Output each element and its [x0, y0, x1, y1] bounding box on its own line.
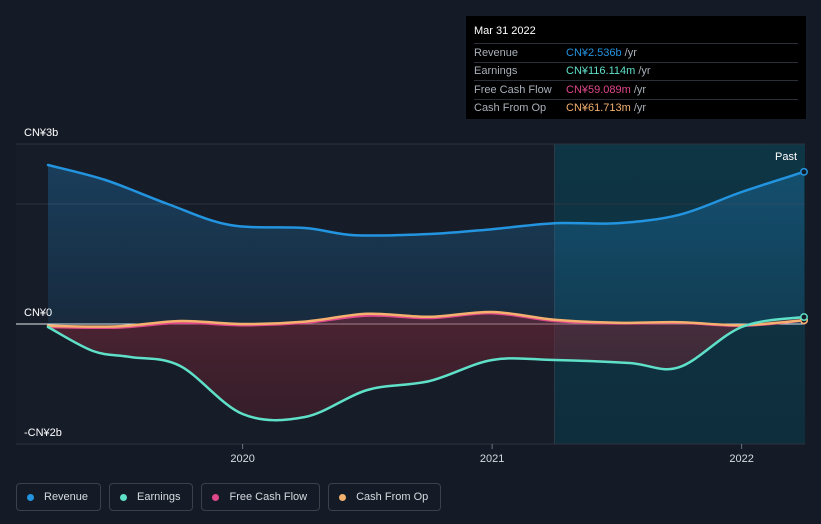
series-lines: [46, 163, 805, 422]
tooltip-value: CN¥116.114m: [566, 65, 636, 78]
legend-item-earnings[interactable]: Earnings: [109, 483, 194, 511]
y-tick-label: CN¥3b: [24, 127, 58, 139]
tooltip-value: CN¥2.536b: [566, 46, 622, 59]
tooltip-row: Revenue CN¥2.536b/yr: [474, 43, 798, 62]
tooltip-row: Earnings CN¥116.114m/yr: [474, 61, 798, 81]
legend-dot-icon: [339, 493, 347, 501]
tooltip-label: Free Cash Flow: [474, 83, 552, 96]
tooltip-value: CN¥61.713m: [566, 102, 631, 115]
tooltip-rows: Revenue CN¥2.536b/yr Earnings CN¥116.114m/y…: [474, 43, 798, 117]
revenue-endpoint: [800, 167, 808, 176]
y-tick-label: CN¥0: [24, 307, 52, 319]
legend-item-revenue[interactable]: Revenue: [16, 483, 102, 511]
legend: Revenue Earnings Free Cash Flow Cash From O…: [16, 483, 442, 511]
tooltip-row: Cash From Op CN¥61.713m/yr: [474, 98, 798, 118]
legend-item-free-cash-flow[interactable]: Free Cash Flow: [201, 483, 321, 511]
tooltip-unit: /yr: [638, 65, 651, 78]
revenue-area: [48, 165, 804, 324]
tooltip-label: Earnings: [474, 65, 518, 78]
cash-from-op-line: [46, 310, 805, 328]
series-endpoints: [800, 167, 808, 325]
tooltip-value: CN¥59.089m: [566, 83, 631, 96]
x-tick-label: 2022: [729, 453, 753, 465]
legend-item-cash-from-op[interactable]: Cash From Op: [328, 483, 442, 511]
tooltip-label: Revenue: [474, 46, 519, 59]
y-axis-labels: CN¥3b CN¥0 -CN¥2b: [24, 127, 62, 439]
tooltip: Mar 31 2022 Revenue CN¥2.536b/yr Earnings C…: [466, 16, 806, 119]
x-tick-label: 2020: [230, 453, 254, 465]
earnings-endpoint: [800, 313, 808, 321]
y-tick-label: -CN¥2b: [24, 427, 62, 439]
series-fills: [48, 165, 804, 421]
earnings-line: [46, 315, 805, 422]
legend-dot-icon: [212, 493, 220, 501]
legend-label: Revenue: [44, 491, 89, 503]
legend-dot-icon: [120, 493, 128, 501]
revenue-line: [46, 163, 805, 237]
legend-label: Free Cash Flow: [229, 491, 308, 503]
x-tick-label: 2021: [480, 453, 504, 465]
tooltip-row: Free Cash Flow CN¥59.089m/yr: [474, 80, 798, 99]
legend-dot-icon: [27, 493, 34, 501]
earnings-negative-area: [48, 313, 804, 421]
tooltip-unit: /yr: [624, 46, 637, 59]
tooltip-unit: /yr: [633, 83, 647, 96]
tooltip-date: Mar 31 2022: [474, 25, 536, 37]
legend-label: Cash From Op: [356, 491, 429, 503]
legend-label: Earnings: [137, 491, 181, 503]
past-label: Past: [775, 151, 797, 163]
tooltip-label: Cash From Op: [474, 102, 547, 115]
x-axis-labels: 2020 2021 2022: [230, 444, 754, 465]
tooltip-unit: /yr: [633, 102, 647, 115]
